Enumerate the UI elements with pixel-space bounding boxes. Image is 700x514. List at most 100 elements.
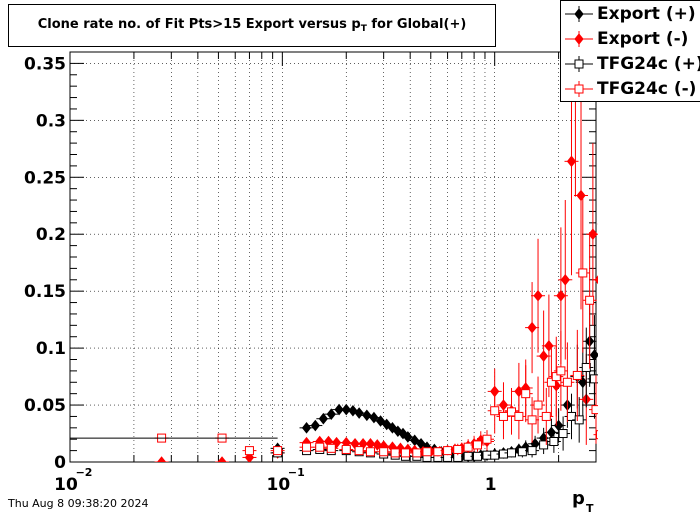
data-point [463, 442, 473, 452]
data-point [403, 431, 413, 443]
legend-entry: Export (-) [561, 27, 700, 51]
title-box: Clone rate no. of Fit Pts>15 Export vers… [8, 4, 496, 47]
data-point [326, 408, 336, 420]
data-point [301, 422, 312, 434]
y-tick-label: 0.3 [36, 111, 66, 131]
legend-label: TFG24c (+) [597, 54, 700, 74]
x-tick-label: 1 [485, 475, 497, 495]
data-point [390, 448, 400, 458]
y-tick-label: 0 [54, 453, 66, 473]
data-point [572, 370, 582, 380]
legend-marker [565, 56, 593, 72]
plot-frame [69, 51, 597, 463]
data-points [70, 52, 610, 462]
data-point [578, 268, 588, 278]
y-tick-label: 0.15 [24, 282, 66, 302]
data-point [433, 447, 443, 457]
data-point [566, 155, 577, 168]
legend-marker [565, 31, 593, 47]
data-point [318, 412, 328, 425]
x-tick-exponent: −1 [288, 466, 305, 479]
data-point [507, 448, 517, 458]
data-point [589, 374, 598, 384]
data-point [546, 377, 556, 387]
data-point [521, 389, 531, 399]
timestamp: Thu Aug 8 09:38:20 2024 [8, 497, 149, 510]
data-point [310, 419, 320, 432]
data-point [334, 403, 344, 416]
data-point [482, 434, 492, 444]
data-point [514, 411, 524, 421]
data-point [527, 415, 537, 425]
data-point [473, 451, 483, 461]
data-point [273, 446, 283, 456]
data-point [581, 362, 591, 372]
data-point [533, 400, 543, 410]
data-point [412, 448, 422, 458]
y-tick-label: 0.1 [36, 339, 66, 359]
y-tick-label: 0.2 [36, 225, 66, 245]
data-point [556, 366, 566, 376]
data-point [588, 228, 598, 241]
x-tick-label: 10 [267, 475, 291, 495]
data-point [156, 456, 167, 462]
data-point [539, 440, 549, 450]
data-point [527, 321, 537, 334]
data-point [443, 446, 453, 456]
legend-entry: TFG24c (-) [561, 77, 700, 101]
data-point [315, 442, 325, 452]
data-point [585, 295, 595, 305]
data-point [490, 450, 500, 460]
data-point [602, 392, 610, 400]
legend-marker-shape [574, 84, 584, 94]
legend-marker [565, 6, 593, 22]
data-point [244, 446, 254, 456]
y-tick-label: 0.35 [24, 54, 66, 74]
data-point [566, 411, 576, 421]
data-point [558, 429, 568, 439]
data-point [591, 405, 598, 415]
data-point [556, 289, 566, 302]
data-point [549, 437, 559, 446]
data-point [544, 340, 554, 352]
data-point [574, 415, 584, 425]
x-axis-label: p [572, 488, 585, 509]
data-point [602, 324, 610, 334]
legend-entry: TFG24c (+) [561, 52, 700, 76]
data-point [594, 275, 598, 285]
chart-title: Clone rate no. of Fit Pts>15 Export vers… [9, 17, 495, 34]
series-1 [154, 52, 609, 462]
x-tick-exponent: −2 [76, 466, 93, 479]
data-point [375, 415, 386, 427]
title-subscript: T [360, 24, 367, 34]
data-point [538, 350, 549, 362]
data-point [473, 440, 483, 450]
data-point [517, 447, 527, 457]
legend-label: Export (+) [597, 4, 696, 24]
data-point [422, 447, 432, 457]
legend-label: Export (-) [597, 29, 689, 49]
data-point [541, 411, 551, 421]
legend-label: TFG24c (-) [597, 79, 697, 99]
data-point [601, 219, 609, 229]
grid [69, 51, 597, 463]
data-point [602, 392, 610, 400]
x-tick-label: 10 [54, 475, 78, 495]
data-point [302, 442, 312, 452]
data-point [354, 446, 364, 456]
data-point [490, 406, 500, 416]
data-point [576, 189, 586, 202]
data-point [498, 449, 508, 459]
title-tail: for Global(+) [366, 17, 467, 32]
data-point [498, 411, 508, 421]
data-point [551, 372, 561, 382]
data-point [341, 403, 351, 416]
data-point [400, 448, 410, 458]
data-point [365, 447, 375, 457]
title-main: Clone rate no. of Fit Pts>15 Export vers… [37, 17, 361, 32]
legend-marker-shape [574, 8, 584, 20]
data-point [595, 430, 598, 440]
x-axis-label-subscript: T [586, 502, 594, 514]
y-tick-label: 0.25 [24, 168, 66, 188]
legend-marker [565, 81, 593, 97]
